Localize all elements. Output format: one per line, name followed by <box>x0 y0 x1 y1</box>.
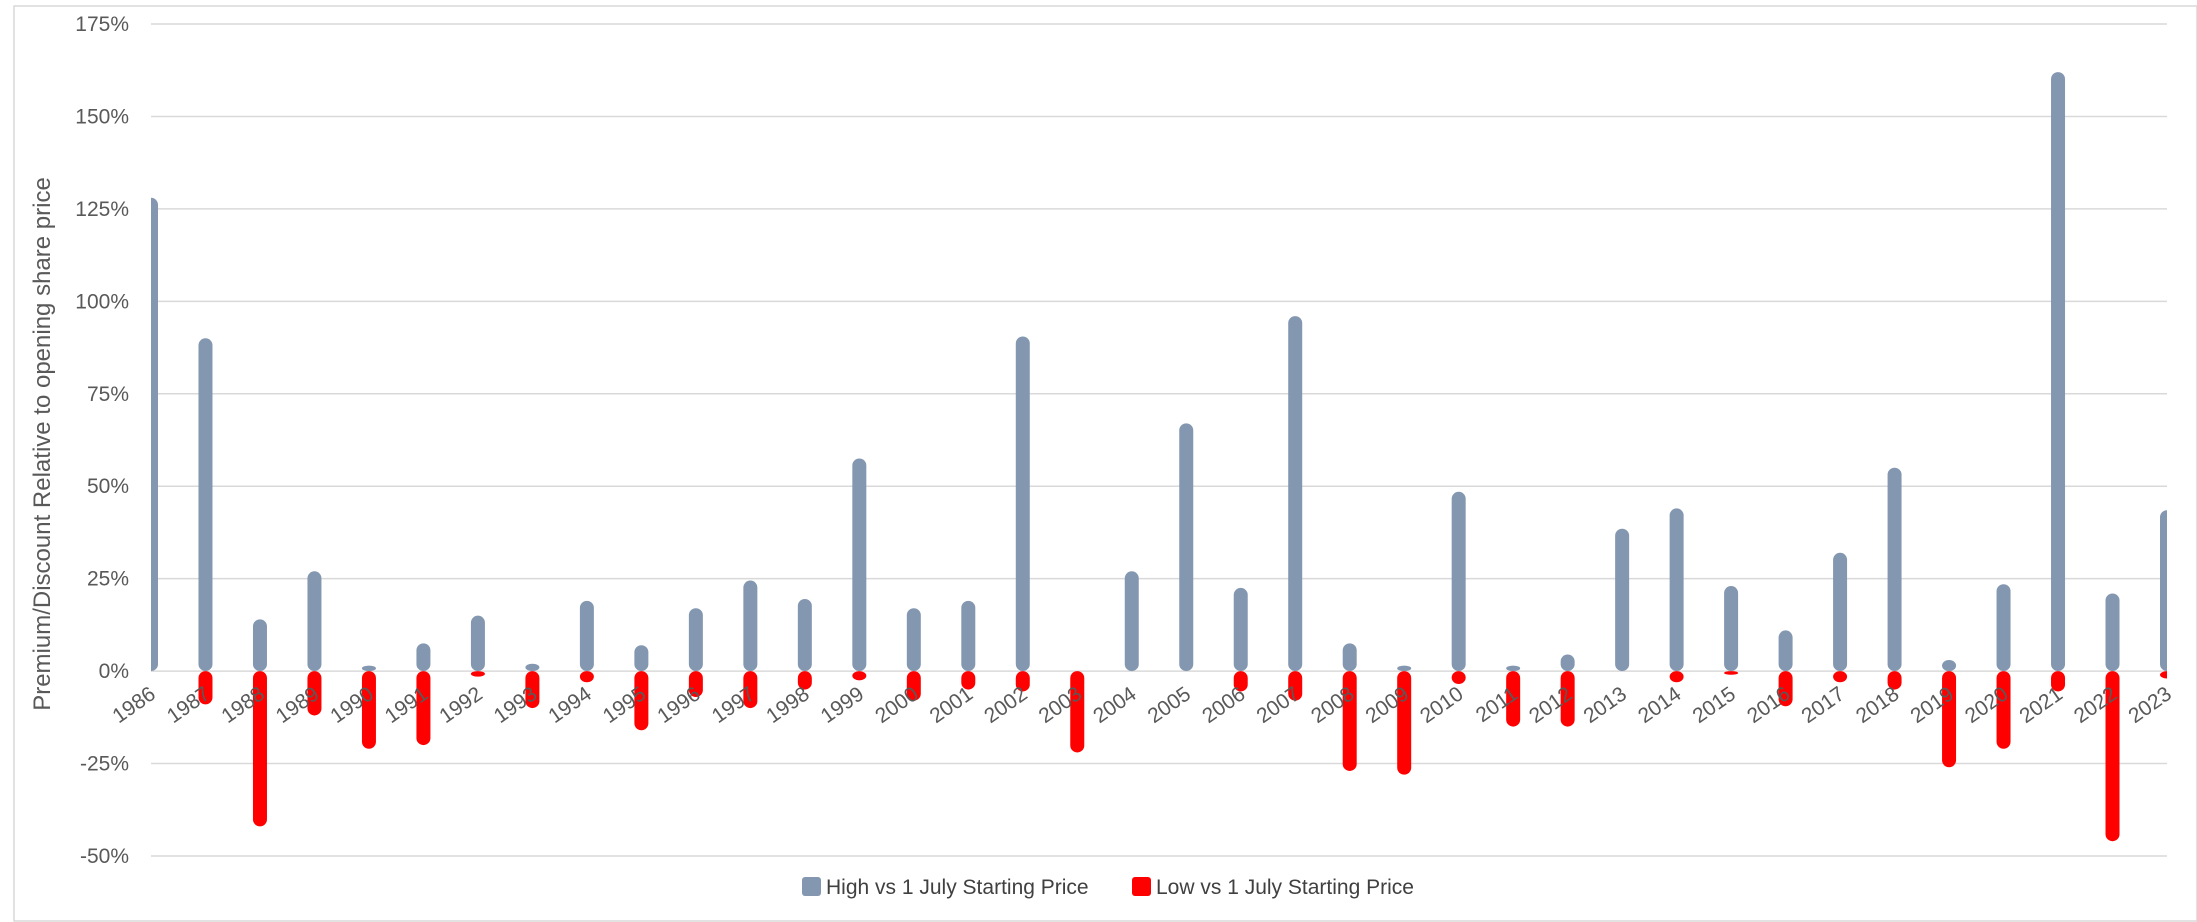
legend: High vs 1 July Starting Price Low vs 1 J… <box>802 876 1414 899</box>
bar-high <box>1887 467 1902 672</box>
bar-high <box>579 600 594 672</box>
bar-high <box>416 643 431 672</box>
bar-high <box>198 338 213 672</box>
bar-low <box>1506 671 1521 727</box>
bar-low <box>470 671 485 677</box>
bar-low <box>1451 671 1466 685</box>
bar-high <box>1015 336 1030 672</box>
bar-high <box>688 608 703 672</box>
y-tick-label: 0% <box>99 660 129 683</box>
bar-low <box>525 671 540 709</box>
legend-label-low: Low vs 1 July Starting Price <box>1156 876 1414 899</box>
bar-high <box>961 600 976 672</box>
bar-low <box>361 671 376 749</box>
bar-low <box>688 671 703 697</box>
bar-low <box>797 671 812 690</box>
bar-high <box>1560 654 1575 672</box>
bar-high <box>797 599 812 672</box>
bar-high <box>1778 630 1793 672</box>
y-tick-label: 50% <box>87 475 129 498</box>
y-axis-ticks: -50% -25% 0% 25% 50% 75% 100% 125% 150% 175% <box>75 13 129 868</box>
bar-low <box>252 671 267 827</box>
bar-low <box>1233 671 1248 692</box>
bar-low <box>1724 671 1739 675</box>
legend-swatch-high <box>802 877 821 896</box>
bar-low <box>906 671 921 701</box>
bar-low <box>1669 671 1684 683</box>
bar-high <box>1724 586 1739 672</box>
bar-low <box>1942 671 1957 768</box>
bar-low <box>1560 671 1575 727</box>
y-tick-label: 75% <box>87 383 129 406</box>
bar-high <box>1397 665 1412 672</box>
bar-low <box>1342 671 1357 771</box>
bar-low <box>1833 671 1848 683</box>
bar-high <box>1669 508 1684 672</box>
bar-high <box>1996 584 2011 672</box>
bar-low <box>1996 671 2011 749</box>
bar-high <box>307 571 322 672</box>
bar-low <box>579 671 594 683</box>
bar-low <box>1397 671 1412 775</box>
bar-high <box>1451 491 1466 672</box>
legend-label-high: High vs 1 July Starting Price <box>826 876 1089 899</box>
bar-high <box>634 645 649 672</box>
bar-high <box>1833 552 1848 672</box>
bar-high <box>1179 423 1194 672</box>
bar-low <box>743 671 758 709</box>
bar-low <box>2051 671 2066 692</box>
bar-low <box>307 671 322 716</box>
bar-high <box>1233 587 1248 672</box>
legend-swatch-low <box>1132 877 1151 896</box>
bar-low <box>1015 671 1030 692</box>
bar-low <box>1887 671 1902 690</box>
y-axis-label: Premium/Discount Relative to opening sha… <box>29 177 56 711</box>
bar-high <box>852 458 867 672</box>
bar-high <box>361 665 376 672</box>
bar-high <box>1288 316 1303 672</box>
bar-high <box>743 580 758 672</box>
bar-low <box>1778 671 1793 707</box>
bar-low <box>1070 671 1085 753</box>
bar-high <box>1124 571 1139 672</box>
y-tick-label: 150% <box>75 105 129 128</box>
y-tick-label: 25% <box>87 568 129 591</box>
bar-high <box>470 615 485 672</box>
y-tick-label: -50% <box>80 845 129 868</box>
bar-low <box>198 671 213 705</box>
bar-high <box>2051 72 2066 672</box>
bar-low <box>961 671 976 690</box>
bar-low <box>2160 671 2167 679</box>
bar-high <box>906 608 921 672</box>
y-tick-label: -25% <box>80 753 129 776</box>
bar-high <box>1506 665 1521 672</box>
bar-low <box>416 671 431 746</box>
bar-low <box>1288 671 1303 701</box>
bar-high <box>151 197 158 672</box>
bar-high <box>2160 510 2167 672</box>
bars <box>151 72 2167 842</box>
bar-high <box>252 619 267 672</box>
bar-low <box>852 671 867 681</box>
gridlines <box>151 23 2167 857</box>
y-tick-label: 125% <box>75 198 129 221</box>
bar-high <box>2105 593 2120 672</box>
bar-high <box>525 663 540 672</box>
bar-high <box>1942 660 1957 672</box>
y-tick-label: 100% <box>75 290 129 313</box>
chart-frame <box>13 5 2197 922</box>
bar-low <box>2105 671 2120 842</box>
bar-high <box>1615 528 1630 672</box>
bar-low <box>634 671 649 731</box>
y-tick-label: 175% <box>75 13 129 36</box>
bar-high <box>1342 643 1357 672</box>
